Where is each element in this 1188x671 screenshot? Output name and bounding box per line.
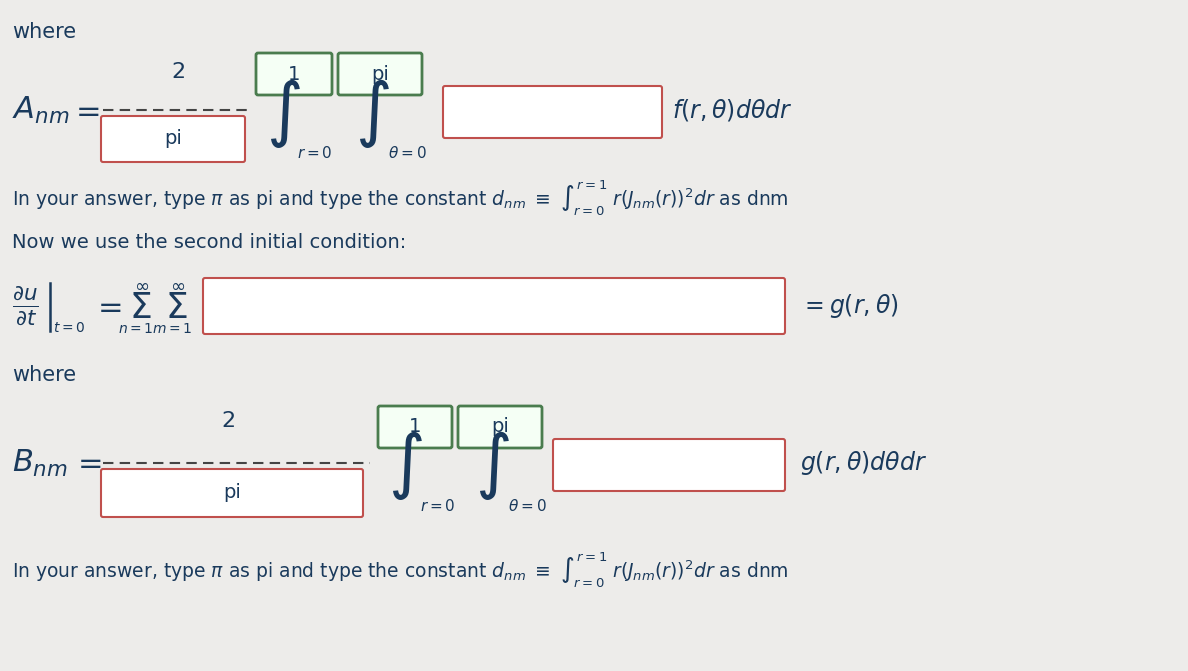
Text: $m{=}1$: $m{=}1$ [152, 322, 192, 336]
Text: $t{=}0$: $t{=}0$ [53, 321, 86, 335]
Text: $= g(r, \theta)$: $= g(r, \theta)$ [800, 292, 898, 320]
Text: 1: 1 [409, 417, 422, 437]
Text: $\int$: $\int$ [475, 429, 510, 503]
FancyBboxPatch shape [552, 439, 785, 491]
Text: $f(r, \theta)d\theta dr$: $f(r, \theta)d\theta dr$ [672, 97, 792, 123]
Text: $\int$: $\int$ [266, 76, 301, 150]
Text: $r{=}0$: $r{=}0$ [297, 145, 333, 161]
Text: In your answer, type $\pi$ as pi and type the constant $d_{nm}$ $\equiv$ $\int_{: In your answer, type $\pi$ as pi and typ… [12, 550, 789, 590]
Text: $2$: $2$ [171, 61, 185, 83]
Text: 1: 1 [287, 64, 301, 83]
FancyBboxPatch shape [203, 278, 785, 334]
Text: pi: pi [371, 64, 388, 83]
Text: $=$: $=$ [70, 95, 100, 125]
Text: $\int$: $\int$ [354, 76, 390, 150]
Text: pi: pi [223, 484, 241, 503]
FancyBboxPatch shape [378, 406, 451, 448]
Text: $2$: $2$ [221, 410, 235, 432]
FancyBboxPatch shape [339, 53, 422, 95]
FancyBboxPatch shape [101, 116, 245, 162]
Text: $\theta{=}0$: $\theta{=}0$ [388, 145, 426, 161]
Text: $B_{nm}$: $B_{nm}$ [12, 448, 68, 478]
Text: $A_{nm}$: $A_{nm}$ [12, 95, 69, 125]
Text: $\Sigma$: $\Sigma$ [128, 291, 151, 325]
Text: $\theta{=}0$: $\theta{=}0$ [508, 498, 546, 514]
Text: $r{=}0$: $r{=}0$ [421, 498, 456, 514]
Text: $\infty$: $\infty$ [134, 277, 150, 295]
FancyBboxPatch shape [101, 469, 364, 517]
Text: $g(r, \theta)d\theta dr$: $g(r, \theta)d\theta dr$ [800, 449, 927, 477]
Text: $\int$: $\int$ [387, 429, 423, 503]
Text: Now we use the second initial condition:: Now we use the second initial condition: [12, 232, 406, 252]
FancyBboxPatch shape [443, 86, 662, 138]
Text: $\infty$: $\infty$ [170, 277, 185, 295]
Text: $n{=}1$: $n{=}1$ [119, 322, 153, 336]
Text: pi: pi [491, 417, 508, 437]
Text: where: where [12, 365, 76, 385]
Text: $\Sigma$: $\Sigma$ [165, 291, 188, 325]
FancyBboxPatch shape [255, 53, 331, 95]
Text: where: where [12, 22, 76, 42]
Text: $=$: $=$ [72, 448, 102, 478]
FancyBboxPatch shape [459, 406, 542, 448]
Text: $\frac{\partial u}{\partial t}$: $\frac{\partial u}{\partial t}$ [12, 284, 38, 328]
Text: $=$: $=$ [91, 291, 122, 321]
Text: In your answer, type $\pi$ as pi and type the constant $d_{nm}$ $\equiv$ $\int_{: In your answer, type $\pi$ as pi and typ… [12, 178, 789, 218]
Text: pi: pi [164, 130, 182, 148]
